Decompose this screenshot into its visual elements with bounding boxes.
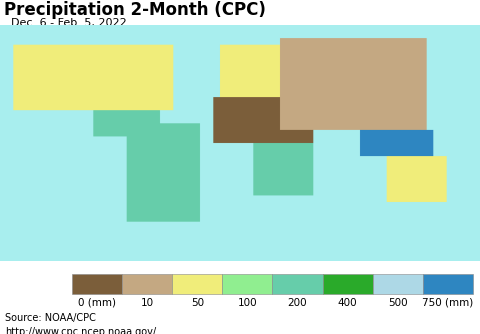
Bar (372, 274, 423, 294)
Text: Dec. 6 - Feb. 5, 2022: Dec. 6 - Feb. 5, 2022 (11, 17, 126, 27)
Bar (272, 274, 323, 294)
Bar (323, 274, 372, 294)
Bar (72, 274, 122, 294)
Text: Precipitation 2-Month (CPC): Precipitation 2-Month (CPC) (4, 0, 266, 18)
Text: 50: 50 (191, 298, 204, 308)
Text: 500: 500 (388, 298, 408, 308)
Text: 750 (mm): 750 (mm) (422, 298, 473, 308)
Bar (423, 274, 473, 294)
Bar (222, 274, 272, 294)
Text: 400: 400 (338, 298, 358, 308)
Text: 200: 200 (288, 298, 307, 308)
Text: 100: 100 (238, 298, 257, 308)
Text: 0 (mm): 0 (mm) (78, 298, 116, 308)
Polygon shape (16, 48, 169, 136)
Bar (122, 274, 172, 294)
Text: 10: 10 (141, 298, 154, 308)
Text: Source: NOAA/CPC: Source: NOAA/CPC (5, 313, 96, 323)
Bar (172, 274, 222, 294)
Text: http://www.cpc.ncep.noaa.gov/: http://www.cpc.ncep.noaa.gov/ (5, 327, 156, 334)
